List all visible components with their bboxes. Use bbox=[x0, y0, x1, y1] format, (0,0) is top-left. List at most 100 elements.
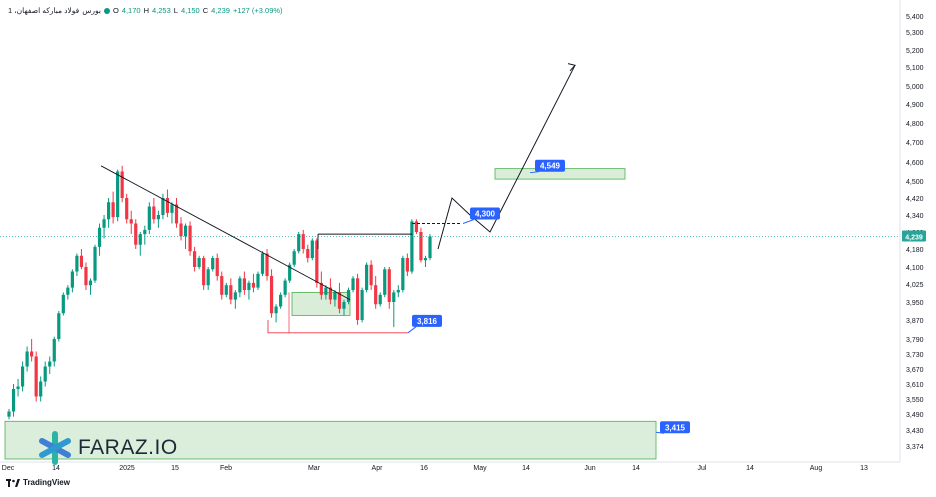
candle-body bbox=[292, 251, 296, 265]
candle-body bbox=[369, 264, 373, 286]
footer-brand[interactable]: TradingView bbox=[6, 478, 70, 487]
symbol-name[interactable]: فولاد مبارکه اصفهان، 1 bbox=[8, 6, 80, 15]
label-4549-pointer bbox=[529, 171, 540, 174]
y-tick-label: 3,730 bbox=[906, 352, 924, 359]
candle-body bbox=[387, 269, 391, 302]
candle-body bbox=[220, 276, 224, 295]
y-tick-label: 3,790 bbox=[906, 337, 924, 344]
x-tick-label: Jun bbox=[584, 465, 595, 472]
candle-body bbox=[97, 227, 102, 247]
x-tick-label: 2025 bbox=[119, 465, 135, 472]
candle-body bbox=[333, 292, 337, 300]
candle-body bbox=[79, 255, 84, 267]
candle-body bbox=[405, 258, 409, 272]
candle-body bbox=[48, 361, 52, 367]
candle-body bbox=[342, 302, 346, 309]
y-tick-label: 4,500 bbox=[906, 179, 924, 186]
candle-body bbox=[328, 287, 333, 300]
x-tick-label: 13 bbox=[860, 465, 868, 472]
candle-body bbox=[279, 294, 283, 307]
label-4549-box bbox=[535, 159, 565, 172]
asterisk-logo-icon bbox=[39, 431, 71, 465]
candle-body bbox=[43, 366, 47, 382]
tradingview-icon bbox=[6, 478, 20, 487]
y-tick-label: 4,600 bbox=[906, 160, 924, 167]
candle-body bbox=[7, 411, 11, 417]
label-3816-text: 3,816 bbox=[417, 317, 438, 326]
candle-body bbox=[39, 381, 43, 397]
candle-body bbox=[111, 202, 115, 218]
high-value: 4,253 bbox=[152, 6, 171, 15]
candle-body bbox=[147, 206, 151, 230]
candle-body bbox=[134, 223, 138, 245]
y-tick-label: 4,800 bbox=[906, 121, 924, 128]
y-tick-label: 4,340 bbox=[906, 213, 924, 220]
x-tick-label: 14 bbox=[746, 465, 754, 472]
candle-body bbox=[61, 294, 65, 314]
open-value: 4,170 bbox=[121, 6, 141, 15]
logo-text: FARAZ.IO bbox=[78, 436, 178, 459]
high-label: H bbox=[143, 6, 149, 15]
candle-body bbox=[428, 236, 432, 258]
candle-body bbox=[306, 249, 310, 258]
candle-body bbox=[419, 232, 423, 261]
candle-body bbox=[410, 221, 414, 272]
last-price-badge bbox=[902, 230, 926, 242]
y-tick-label: 3,550 bbox=[906, 397, 924, 404]
label-4300-box bbox=[470, 207, 500, 220]
candle-body bbox=[319, 282, 323, 295]
candle-body bbox=[138, 234, 142, 245]
market-status-icon bbox=[103, 7, 110, 14]
y-tick-label: 4,420 bbox=[906, 196, 924, 203]
tradingview-label: TradingView bbox=[23, 478, 70, 487]
x-tick-label: Apr bbox=[372, 465, 384, 472]
candle-body bbox=[102, 219, 106, 228]
change-value: +127 (+3.09%) bbox=[232, 6, 283, 15]
candle-body bbox=[30, 351, 34, 357]
x-tick-label: Aug bbox=[810, 465, 823, 472]
y-tick-label: 3,430 bbox=[906, 428, 924, 435]
candle-body bbox=[202, 258, 206, 286]
forecast-path bbox=[437, 65, 576, 250]
support-line-3816 bbox=[267, 320, 408, 334]
x-tick-label: Dec bbox=[2, 465, 15, 472]
y-tick-label: 4,180 bbox=[906, 247, 924, 254]
label-4300-pointer bbox=[462, 219, 475, 224]
y-tick-label: 5,000 bbox=[906, 84, 924, 91]
candle-body bbox=[70, 271, 74, 288]
candle-body bbox=[88, 280, 93, 286]
candle-body bbox=[16, 386, 20, 389]
close-value: 4,239 bbox=[211, 6, 230, 15]
candle-body bbox=[193, 251, 197, 267]
candle-body bbox=[52, 339, 56, 362]
forecast-arrowhead bbox=[567, 63, 576, 72]
candle-body bbox=[383, 269, 387, 295]
candle-body bbox=[11, 389, 16, 412]
candle-body bbox=[143, 229, 147, 235]
candle-body bbox=[274, 306, 278, 314]
candle-body bbox=[215, 258, 219, 277]
last-price-text: 4,239 bbox=[905, 234, 923, 241]
candle-body bbox=[238, 278, 242, 293]
y-tick-label: 5,300 bbox=[906, 30, 924, 37]
label-4300-text: 4,300 bbox=[475, 210, 496, 219]
candle-body bbox=[34, 356, 38, 397]
candle-body bbox=[256, 273, 260, 288]
candle-body bbox=[156, 215, 160, 220]
label-3816-pointer bbox=[407, 326, 417, 334]
candle-body bbox=[206, 269, 210, 286]
candle-body bbox=[233, 292, 237, 300]
y-tick-label: 4,700 bbox=[906, 140, 924, 147]
trendline bbox=[100, 165, 351, 300]
candle-body bbox=[75, 255, 79, 272]
candle-body bbox=[197, 258, 201, 267]
y-tick-label: 3,670 bbox=[906, 367, 924, 374]
candle-body bbox=[120, 171, 124, 198]
y-tick-label: 4,900 bbox=[906, 102, 924, 109]
candle-body bbox=[351, 278, 355, 290]
candle-body bbox=[260, 253, 265, 274]
candle-body bbox=[152, 206, 156, 220]
x-tick-label: 15 bbox=[171, 465, 179, 472]
